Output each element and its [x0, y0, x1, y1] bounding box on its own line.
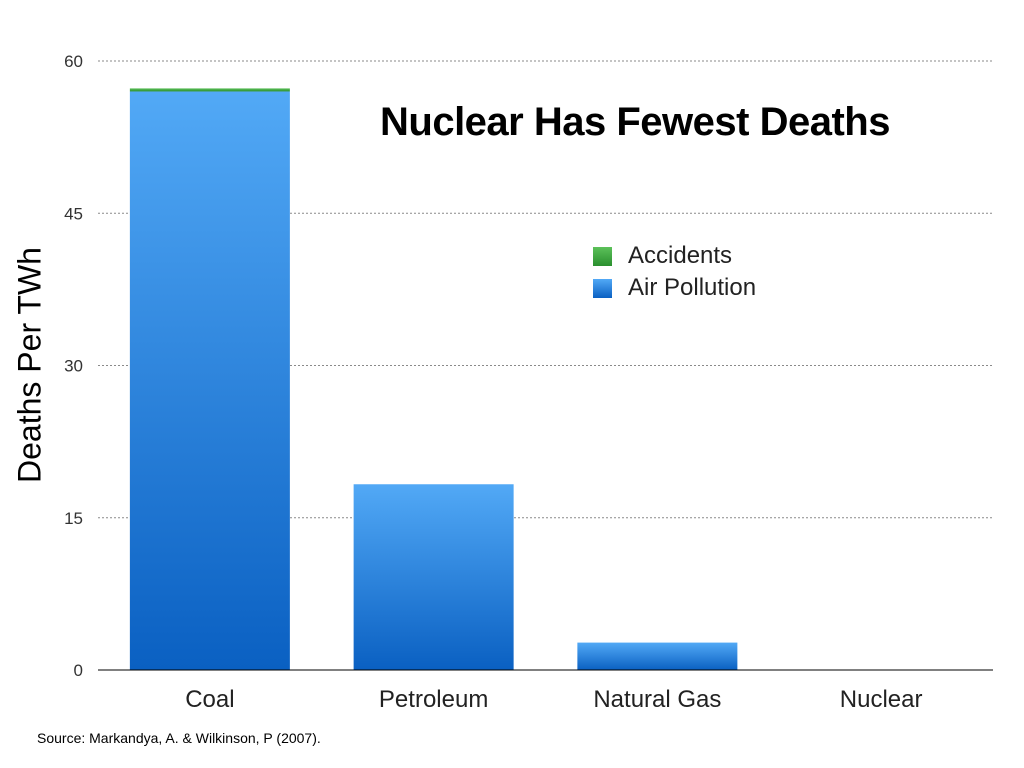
- legend-swatch-air-pollution: [593, 278, 612, 298]
- x-tick-label-natural-gas: Natural Gas: [593, 686, 721, 713]
- bar-petroleum-air-pollution: [353, 484, 514, 670]
- y-tick-label-60: 60: [64, 52, 83, 71]
- legend-label-air-pollution: Air Pollution: [628, 274, 757, 301]
- bar-natural-gas-air-pollution: [577, 642, 738, 670]
- y-tick-label-15: 15: [64, 509, 83, 528]
- chart-title: Nuclear Has Fewest Deaths: [380, 100, 890, 144]
- bar-coal-air-pollution: [129, 91, 290, 670]
- x-tick-label-coal: Coal: [185, 686, 234, 713]
- bar-coal-accidents: [129, 88, 290, 92]
- source-note: Source: Markandya, A. & Wilkinson, P (20…: [37, 730, 321, 746]
- legend: Accidents Air Pollution: [593, 240, 756, 304]
- x-tick-label-petroleum: Petroleum: [379, 686, 488, 713]
- bars: [129, 88, 738, 670]
- legend-item-air-pollution: Air Pollution: [593, 272, 756, 304]
- y-tick-label-0: 0: [74, 661, 83, 680]
- axes: 0 15 30 45 60 Coal Petroleum Natural Gas Nuclear: [64, 52, 993, 713]
- legend-swatch-accidents: [593, 246, 612, 266]
- legend-label-accidents: Accidents: [628, 242, 733, 269]
- y-tick-label-30: 30: [64, 357, 83, 376]
- x-tick-label-nuclear: Nuclear: [840, 686, 923, 713]
- y-tick-label-45: 45: [64, 204, 83, 223]
- y-axis-label: Deaths Per TWh: [11, 247, 48, 483]
- legend-item-accidents: Accidents: [593, 240, 756, 272]
